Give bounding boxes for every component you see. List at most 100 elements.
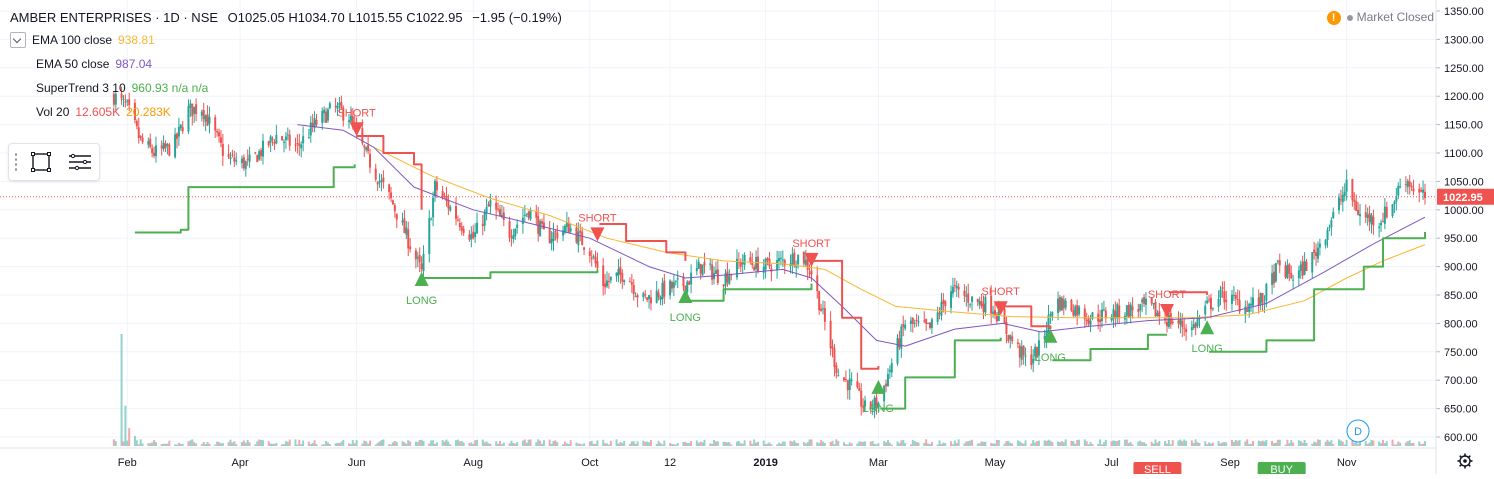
volume-bar (254, 444, 257, 446)
volume-bar (1381, 439, 1384, 446)
candle (862, 398, 865, 413)
d-badge[interactable]: D (1346, 419, 1370, 443)
volume-bar (778, 442, 781, 446)
candle (1104, 307, 1107, 324)
candle-body (315, 120, 318, 125)
volume-bar (298, 439, 301, 446)
candle-body (984, 296, 987, 313)
candle (938, 307, 941, 320)
candle-body (539, 221, 542, 237)
collapse-legend-icon[interactable] (10, 31, 26, 48)
volume-bar (449, 444, 452, 446)
candle-body (1345, 179, 1348, 192)
candle (606, 271, 609, 289)
candle (204, 114, 207, 132)
candle (835, 362, 838, 379)
indicator-volume[interactable]: Vol 20 12.605K 20.283K (10, 103, 171, 121)
candle (548, 221, 551, 244)
candle-body (630, 282, 633, 285)
volume-bar (1016, 440, 1019, 446)
candle-body (1032, 358, 1035, 364)
indicator-ema50[interactable]: EMA 50 close 987.04 (10, 55, 152, 73)
candle-body (1211, 308, 1214, 310)
volume-bar (682, 441, 685, 446)
candle (1208, 294, 1211, 303)
candle-body (928, 322, 931, 329)
volume-bar (886, 440, 889, 446)
volume-bar (489, 443, 492, 446)
candle-body (982, 303, 985, 312)
candle (1016, 338, 1019, 349)
candle (1051, 311, 1054, 321)
candle-body (911, 317, 914, 324)
candle (443, 192, 446, 200)
indicator-ema100[interactable]: EMA 100 close 938.81 (10, 31, 155, 49)
candle (1183, 318, 1186, 337)
candle (860, 383, 863, 416)
volume-bar (615, 439, 618, 446)
selection-frame-icon[interactable] (29, 150, 53, 174)
volume-bar (391, 442, 394, 446)
candle (778, 251, 781, 269)
candle-body (151, 148, 154, 153)
volume-bar (1380, 443, 1383, 446)
volume-bar (284, 441, 287, 446)
candle-body (443, 195, 446, 197)
candle-body (1196, 318, 1199, 327)
candle-body (1112, 309, 1115, 320)
candle (1194, 321, 1197, 336)
candle (302, 126, 305, 152)
candle (472, 224, 475, 240)
candle (191, 103, 194, 126)
symbol-title[interactable]: AMBER ENTERPRISES · 1D · NSE (10, 10, 219, 25)
exclamation-icon[interactable]: ! (1326, 10, 1341, 25)
candle-body (508, 221, 511, 238)
candle-body (1339, 199, 1342, 201)
candle-body (690, 272, 693, 285)
candle-body (124, 101, 127, 103)
hamburger-menu-icon[interactable] (67, 150, 91, 174)
candle (1366, 207, 1369, 226)
drag-handle[interactable] (14, 152, 18, 172)
candle-body (753, 266, 756, 271)
candle (877, 401, 880, 413)
volume-bar (885, 442, 888, 446)
volume-bar (149, 443, 152, 446)
candle-body (1244, 306, 1247, 315)
candle-body (860, 390, 863, 407)
candle-body (302, 136, 305, 144)
candle-body (810, 270, 813, 275)
candle (445, 186, 448, 207)
drawing-toolbar[interactable] (8, 143, 100, 181)
candle (221, 133, 224, 167)
candle-body (1076, 304, 1079, 316)
volume-bar (917, 442, 920, 446)
settings-gear-icon[interactable] (1457, 453, 1473, 469)
candle-body (435, 181, 438, 191)
candle-body (323, 109, 326, 114)
volume-bar (221, 443, 224, 446)
candle-body (489, 200, 492, 207)
volume-bar (1217, 440, 1220, 446)
candle-body (1263, 302, 1266, 304)
volume-bar (606, 443, 609, 446)
volume-bar (112, 439, 115, 446)
candle (563, 224, 566, 235)
candle-body (1337, 197, 1340, 211)
indicator-supertrend[interactable]: SuperTrend 3 10 960.93 n/a n/a (10, 79, 208, 97)
market-status[interactable]: ! Market Closed (1326, 10, 1434, 25)
candle (690, 264, 693, 294)
indicator-value: 938.81 (118, 33, 155, 47)
candle-body (724, 273, 727, 286)
price-tick-label: 700.00 (1444, 375, 1478, 387)
candle (1072, 304, 1075, 318)
volume-bar (328, 444, 331, 446)
candle (1217, 290, 1220, 312)
candle (147, 137, 150, 149)
symbol-header: AMBER ENTERPRISES · 1D · NSE O1025.05 H1… (10, 10, 562, 25)
indicator-value: 12.605K (75, 105, 121, 119)
candle-body (1192, 324, 1195, 329)
volume-bar (1292, 442, 1295, 446)
